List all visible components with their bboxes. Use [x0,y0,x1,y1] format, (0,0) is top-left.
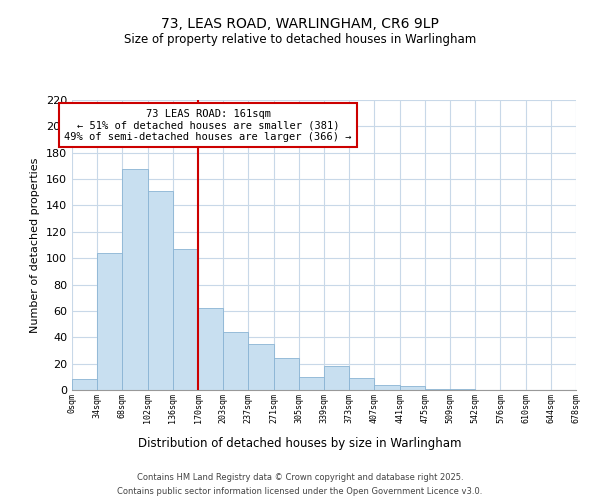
Bar [274,358,299,390]
Text: Contains public sector information licensed under the Open Government Licence v3: Contains public sector information licen… [118,488,482,496]
Bar [148,191,173,390]
Bar [425,388,450,390]
Bar [198,308,223,390]
Bar [324,366,349,390]
Text: Distribution of detached houses by size in Warlingham: Distribution of detached houses by size … [138,438,462,450]
Text: Size of property relative to detached houses in Warlingham: Size of property relative to detached ho… [124,32,476,46]
Bar [248,344,274,390]
Bar [223,332,248,390]
Text: 73, LEAS ROAD, WARLINGHAM, CR6 9LP: 73, LEAS ROAD, WARLINGHAM, CR6 9LP [161,18,439,32]
Bar [450,388,475,390]
Bar [122,168,148,390]
Y-axis label: Number of detached properties: Number of detached properties [31,158,40,332]
Bar [97,253,122,390]
Bar [299,377,324,390]
Bar [173,249,198,390]
Bar [349,378,374,390]
Bar [374,384,400,390]
Text: 73 LEAS ROAD: 161sqm
← 51% of detached houses are smaller (381)
49% of semi-deta: 73 LEAS ROAD: 161sqm ← 51% of detached h… [64,108,352,142]
Text: Contains HM Land Registry data © Crown copyright and database right 2025.: Contains HM Land Registry data © Crown c… [137,472,463,482]
Bar [400,386,425,390]
Bar [72,380,97,390]
